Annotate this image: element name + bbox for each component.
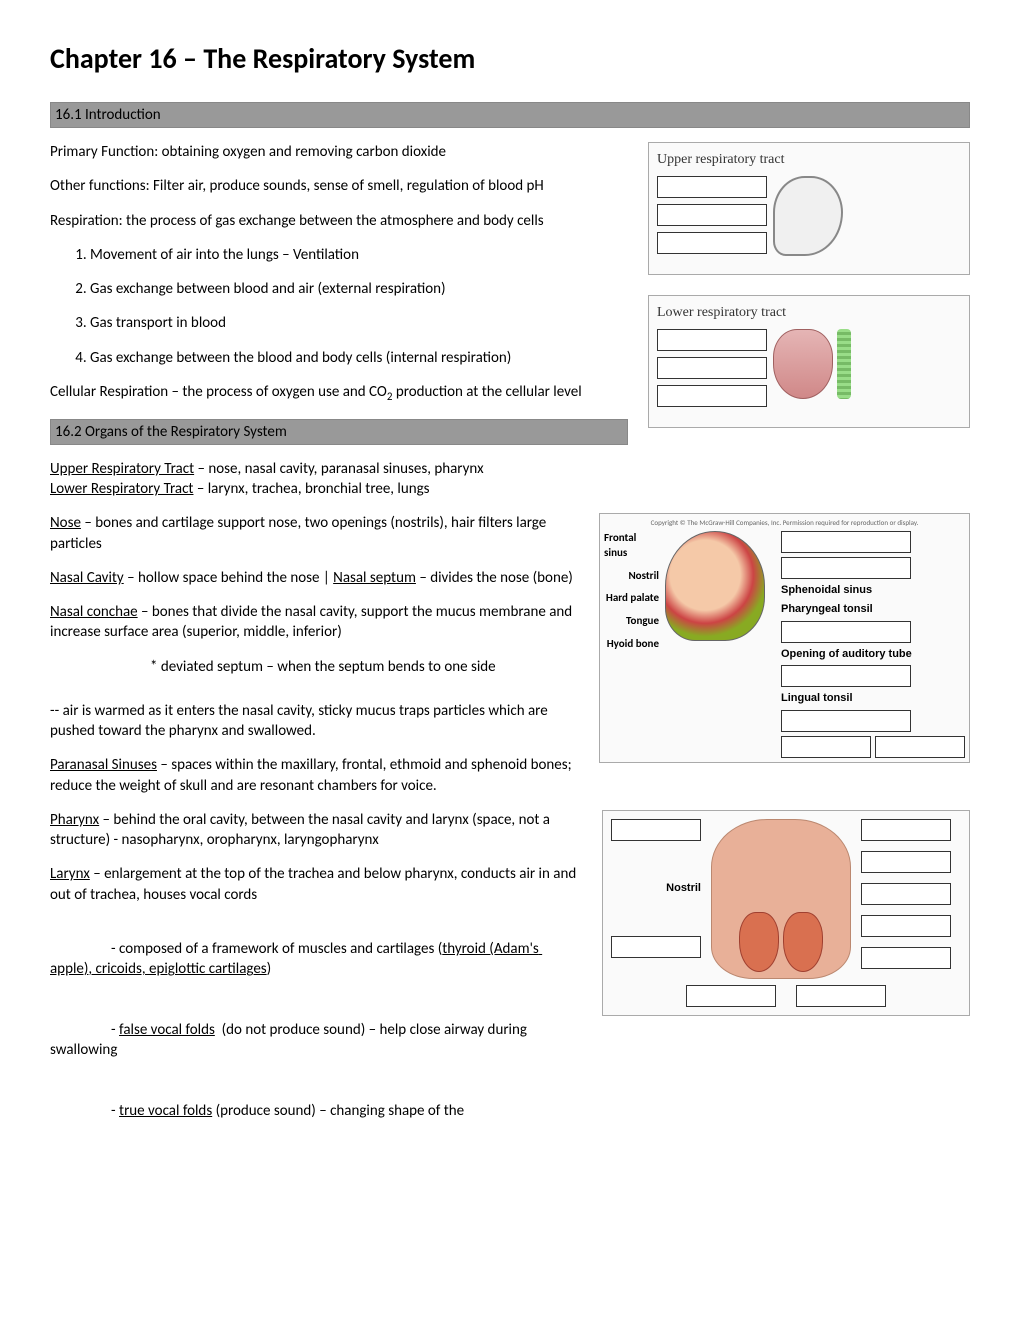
deviated-septum-note: * deviated septum – when the septum bend… bbox=[150, 657, 579, 677]
torso-graphic bbox=[711, 819, 851, 979]
fill-blank[interactable] bbox=[657, 204, 767, 226]
fill-blank[interactable] bbox=[781, 736, 871, 758]
paranasal-def: Paranasal Sinuses – spaces within the ma… bbox=[50, 755, 579, 796]
fill-blank[interactable] bbox=[686, 985, 776, 1007]
diagram-title: Lower respiratory tract bbox=[657, 304, 961, 323]
lung-graphic bbox=[783, 912, 823, 972]
section-header-2: 16.2 Organs of the Respiratory System bbox=[50, 419, 628, 445]
fill-blank[interactable] bbox=[611, 936, 701, 958]
fill-blank[interactable] bbox=[861, 883, 951, 905]
true-vocal-folds: - true vocal folds (produce sound) – cha… bbox=[50, 1081, 582, 1142]
fill-blank[interactable] bbox=[861, 819, 951, 841]
list-item: Gas exchange between blood and air (exte… bbox=[90, 279, 628, 299]
air-warming: -- air is warmed as it enters the nasal … bbox=[50, 701, 579, 742]
fill-blank[interactable] bbox=[781, 557, 911, 579]
fill-blank[interactable] bbox=[657, 232, 767, 254]
fill-blank[interactable] bbox=[657, 357, 767, 379]
lung-graphic bbox=[773, 329, 833, 399]
page-title: Chapter 16 – The Respiratory System bbox=[50, 40, 970, 78]
diagram-torso: Nostril bbox=[602, 810, 970, 1016]
larynx-def: Larynx – enlargement at the top of the t… bbox=[50, 864, 582, 905]
diagram-title: Upper respiratory tract bbox=[657, 151, 961, 170]
diagram-sagittal-head: Copyright © The McGraw-Hill Companies, I… bbox=[599, 513, 970, 763]
primary-function: Primary Function: obtaining oxygen and r… bbox=[50, 142, 628, 162]
larynx-composition: - composed of a framework of muscles and… bbox=[50, 919, 582, 1000]
respiration-steps: Movement of air into the lungs – Ventila… bbox=[90, 245, 628, 368]
fill-blank[interactable] bbox=[781, 531, 911, 553]
anatomy-label: Hyoid bone bbox=[607, 637, 659, 652]
fill-blank[interactable] bbox=[781, 665, 911, 687]
anatomy-label: Frontal sinus bbox=[604, 531, 659, 561]
list-item: Gas transport in blood bbox=[90, 313, 628, 333]
diagram-lower-tract: Lower respiratory tract bbox=[648, 295, 970, 428]
fill-blank[interactable] bbox=[861, 947, 951, 969]
fill-blank[interactable] bbox=[875, 736, 965, 758]
copyright-text: Copyright © The McGraw-Hill Companies, I… bbox=[604, 518, 965, 527]
anatomy-label: Lingual tonsil bbox=[781, 691, 965, 706]
other-functions: Other functions: Filter air, produce sou… bbox=[50, 176, 628, 196]
anatomy-label: Nostril bbox=[628, 569, 659, 584]
head-outline-graphic bbox=[773, 176, 843, 256]
trachea-graphic bbox=[837, 329, 851, 399]
fill-blank[interactable] bbox=[861, 851, 951, 873]
lung-graphic bbox=[739, 912, 779, 972]
fill-blank[interactable] bbox=[796, 985, 886, 1007]
nose-def: Nose – bones and cartilage support nose,… bbox=[50, 513, 579, 554]
anatomy-label: Pharyngeal tonsil bbox=[781, 602, 965, 617]
pharynx-def: Pharynx – behind the oral cavity, betwee… bbox=[50, 810, 582, 851]
fill-blank[interactable] bbox=[611, 819, 701, 841]
fill-blank[interactable] bbox=[657, 329, 767, 351]
diagram-upper-tract: Upper respiratory tract bbox=[648, 142, 970, 275]
sagittal-head-graphic bbox=[665, 531, 765, 641]
cellular-respiration: Cellular Respiration – the process of ox… bbox=[50, 382, 628, 405]
fill-blank[interactable] bbox=[861, 915, 951, 937]
anatomy-label: Opening of auditory tube bbox=[781, 647, 965, 662]
anatomy-label: Nostril bbox=[666, 881, 701, 896]
list-item: Movement of air into the lungs – Ventila… bbox=[90, 245, 628, 265]
fill-blank[interactable] bbox=[781, 710, 911, 732]
respiration-def: Respiration: the process of gas exchange… bbox=[50, 211, 628, 231]
nasal-cavity-def: Nasal Cavity – hollow space behind the n… bbox=[50, 568, 579, 588]
fill-blank[interactable] bbox=[657, 385, 767, 407]
fill-blank[interactable] bbox=[657, 176, 767, 198]
false-vocal-folds: - false vocal folds (do not produce soun… bbox=[50, 1000, 582, 1081]
fill-blank[interactable] bbox=[781, 621, 911, 643]
conchae-def: Nasal conchae – bones that divide the na… bbox=[50, 602, 579, 643]
tract-definitions: Upper Respiratory Tract – nose, nasal ca… bbox=[50, 459, 628, 500]
section-header-1: 16.1 Introduction bbox=[50, 102, 970, 128]
anatomy-label: Sphenoidal sinus bbox=[781, 583, 965, 598]
anatomy-label: Hard palate bbox=[606, 591, 659, 606]
list-item: Gas exchange between the blood and body … bbox=[90, 348, 628, 368]
anatomy-label: Tongue bbox=[626, 614, 659, 629]
